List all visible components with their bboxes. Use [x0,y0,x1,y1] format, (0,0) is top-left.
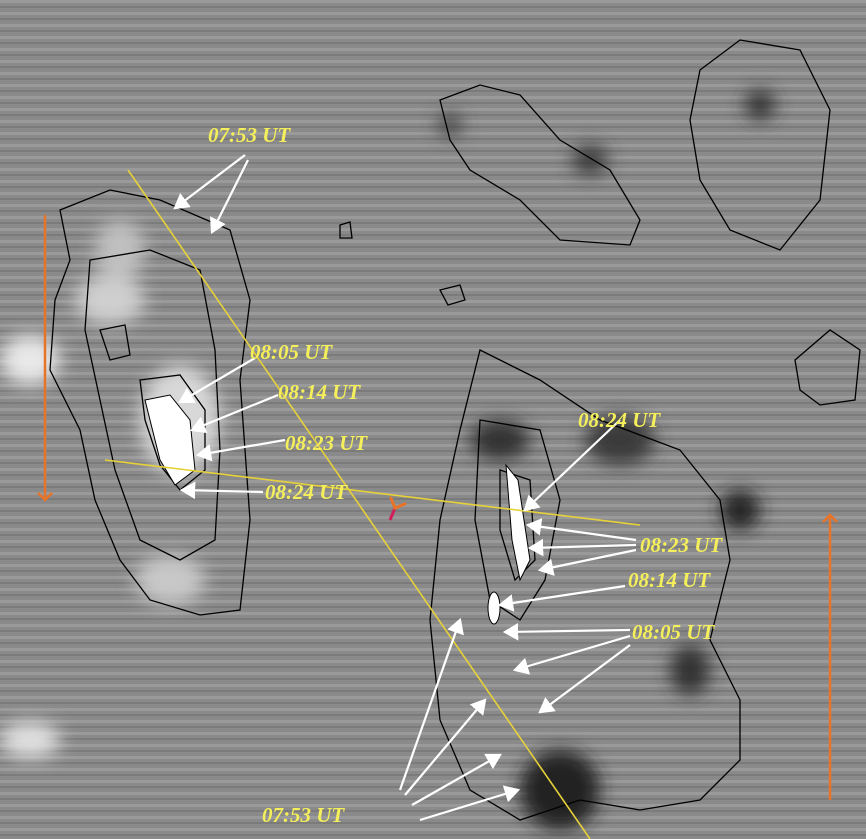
magnetogram-image: 07:53 UT 08:05 UT 08:14 UT 08:23 UT 08:2… [0,0,866,839]
time-label: 08:23 UT [285,431,368,455]
background [0,0,866,839]
time-label: 07:53 UT [208,123,291,147]
time-label: 08:23 UT [640,533,723,557]
time-label: 08:14 UT [628,568,711,592]
time-label: 08:14 UT [278,380,361,404]
time-label: 08:24 UT [265,480,348,504]
time-label: 07:53 UT [262,803,345,827]
time-label: 08:05 UT [632,620,715,644]
time-label: 08:05 UT [250,340,333,364]
time-label: 08:24 UT [578,408,661,432]
